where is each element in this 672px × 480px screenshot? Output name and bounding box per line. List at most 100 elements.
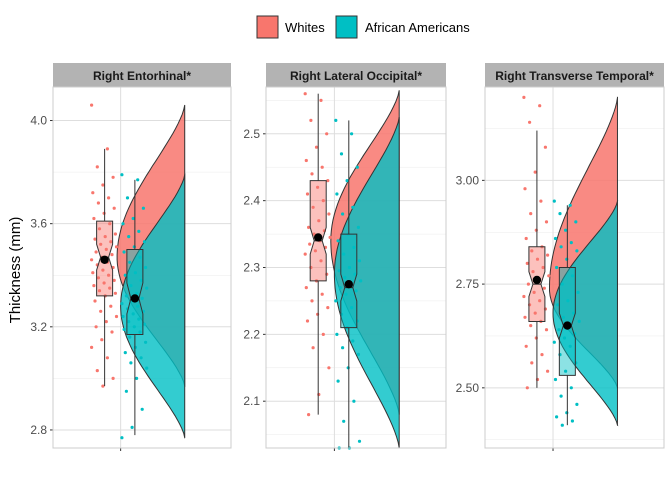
data-point: [107, 196, 111, 200]
data-point: [311, 205, 315, 209]
data-point: [114, 245, 119, 249]
data-point: [523, 187, 527, 191]
data-point: [305, 192, 310, 196]
data-point: [338, 286, 342, 290]
data-point: [359, 279, 363, 283]
y-axis-title: Thickness (mm): [7, 217, 24, 324]
data-point: [542, 286, 546, 290]
data-point: [129, 361, 133, 365]
y-tick-label: 2.2: [243, 327, 260, 341]
data-point: [91, 191, 95, 195]
y-tick-label: 3.2: [30, 320, 47, 334]
data-point: [142, 322, 147, 326]
data-point: [565, 257, 569, 261]
legend-key-african-americans: [335, 15, 358, 39]
data-point: [535, 257, 540, 261]
data-point: [91, 271, 95, 275]
data-point: [97, 227, 102, 231]
data-point: [530, 249, 534, 253]
data-point: [94, 250, 98, 254]
data-point: [94, 325, 98, 329]
data-point: [139, 278, 143, 282]
data-point: [93, 299, 97, 303]
data-point: [544, 328, 549, 332]
data-point: [524, 344, 528, 348]
data-point: [553, 236, 558, 241]
panel-title: Right Lateral Occipital*: [290, 69, 422, 83]
panel-1: Right Entorhinal* 2.8 3.2 3.6 4.0: [30, 63, 232, 451]
data-point: [524, 236, 528, 241]
data-point: [111, 376, 115, 380]
data-point: [110, 330, 114, 334]
data-point: [133, 271, 137, 275]
data-point: [564, 228, 568, 232]
data-point: [347, 265, 351, 270]
data-point: [354, 289, 358, 293]
data-point: [101, 384, 105, 388]
data-point: [92, 216, 96, 221]
data-point: [102, 281, 106, 285]
data-point: [95, 165, 99, 169]
data-point: [122, 250, 126, 254]
density-african-americans: [120, 173, 186, 439]
data-point: [529, 324, 533, 328]
data-point: [568, 344, 572, 348]
data-point: [346, 366, 350, 370]
panel-title: Right Transverse Temporal*: [495, 69, 654, 83]
data-point: [310, 299, 314, 303]
panel-border: [265, 86, 447, 449]
data-point: [538, 299, 542, 303]
data-point: [557, 328, 561, 332]
data-point: [325, 132, 329, 136]
data-point: [341, 212, 345, 216]
data-point: [350, 306, 354, 310]
y-tick-label: 2.1: [243, 394, 260, 408]
data-point: [344, 292, 348, 296]
density-african-americans: [333, 117, 400, 449]
data-point: [104, 320, 108, 324]
data-point: [93, 237, 97, 241]
data-point: [145, 366, 149, 370]
data-point: [556, 303, 560, 307]
data-point: [113, 291, 117, 295]
data-point: [128, 335, 132, 339]
data-point: [342, 252, 346, 256]
panel-3: Right Transverse Temporal* 2.50 2.75 3.00: [456, 63, 665, 451]
data-point: [356, 225, 360, 229]
data-point: [350, 132, 354, 136]
data-point: [96, 276, 100, 280]
panel-border: [484, 86, 665, 449]
data-point: [577, 319, 581, 323]
data-point: [135, 376, 139, 380]
data-point: [140, 296, 144, 300]
data-point: [320, 165, 324, 169]
data-point: [310, 172, 314, 176]
data-point: [321, 199, 325, 203]
data-point: [546, 369, 550, 373]
data-point: [353, 272, 357, 276]
data-point: [124, 294, 128, 298]
data-point: [316, 185, 320, 189]
data-point: [552, 199, 556, 203]
data-point: [522, 95, 526, 99]
panel-border: [52, 86, 232, 449]
data-point: [552, 340, 556, 344]
data-point: [533, 170, 537, 174]
data-point: [313, 249, 317, 253]
data-point: [131, 312, 135, 316]
data-point: [544, 220, 549, 224]
data-point: [335, 192, 339, 196]
data-point: [125, 196, 130, 200]
data-point: [566, 299, 570, 303]
data-point: [546, 253, 550, 257]
data-point: [109, 240, 113, 244]
data-point: [129, 284, 133, 288]
data-point: [120, 302, 124, 306]
data-point: [112, 278, 116, 282]
data-point: [144, 340, 148, 344]
data-point: [130, 425, 134, 429]
data-point: [108, 286, 112, 290]
data-point: [543, 145, 548, 149]
data-point: [559, 394, 563, 398]
data-point: [122, 327, 126, 331]
